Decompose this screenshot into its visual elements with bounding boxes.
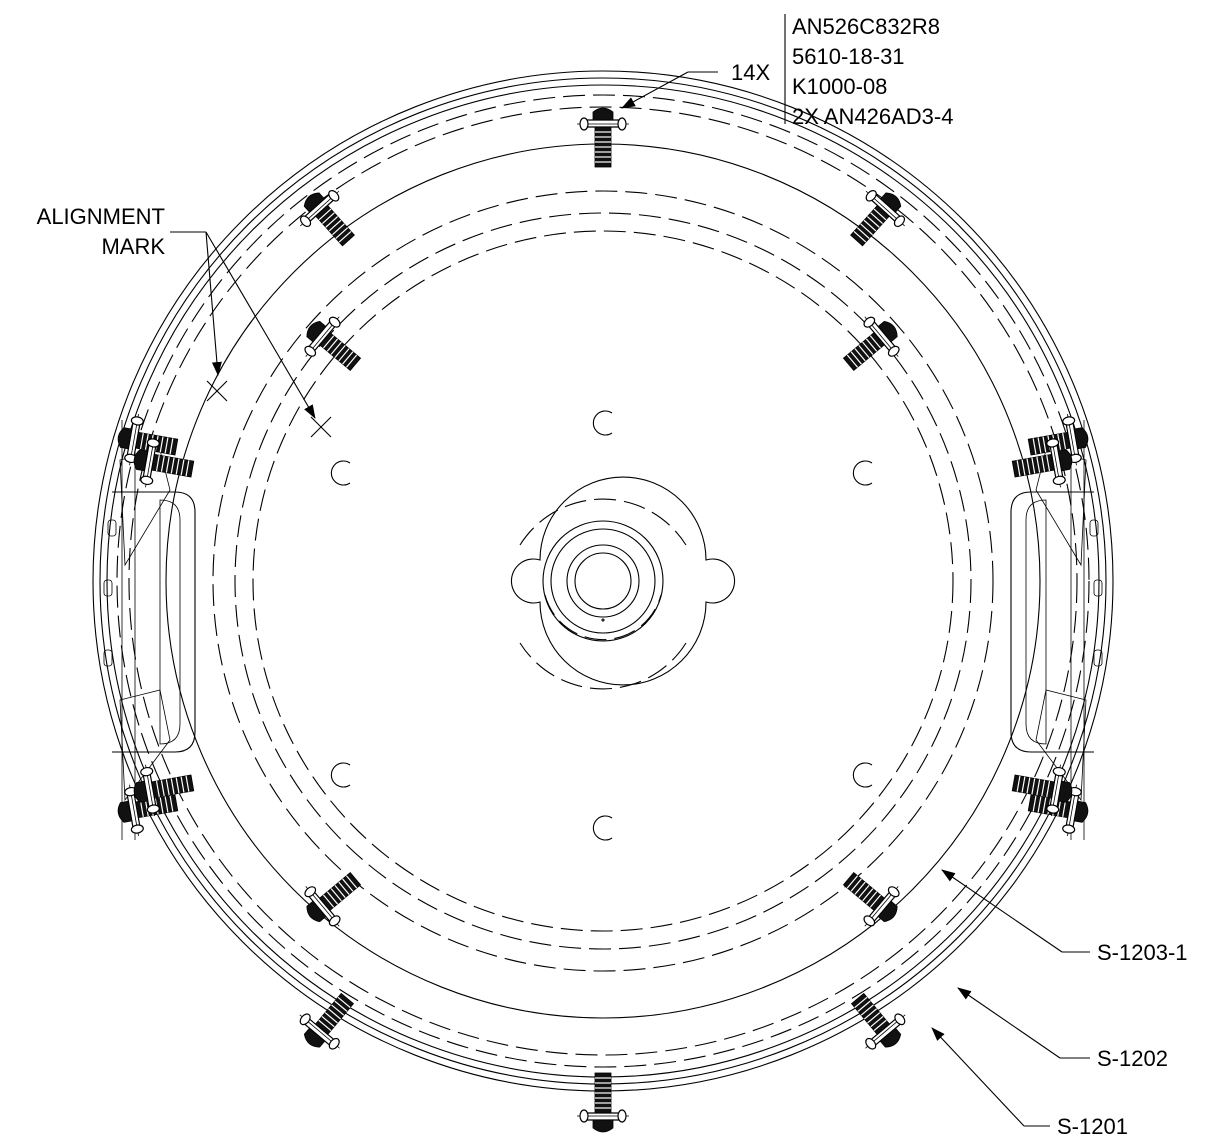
part-number-1: AN526C832R8	[792, 14, 940, 39]
alignment-label-line2: MARK	[101, 234, 165, 259]
quantity-label: 14X	[731, 60, 770, 85]
fastener-lower-right-outer	[837, 981, 917, 1062]
part-number-2: 5610-18-31	[792, 44, 905, 69]
center-hub	[510, 476, 736, 690]
edge-slots	[103, 519, 1103, 667]
fastener-top	[576, 107, 630, 168]
leaders	[170, 14, 1090, 1127]
fastener-upper-left-outer	[289, 178, 369, 259]
part-label-s1201: S-1201	[1057, 1114, 1128, 1139]
alignment-mark-x	[206, 380, 332, 438]
fasteners	[113, 107, 1093, 1133]
locating-holes	[330, 410, 873, 841]
inner-dashed-rings	[212, 190, 994, 972]
labels: 14X AN526C832R8 5610-18-31 K1000-08 2X A…	[37, 14, 1188, 1139]
outer-rings	[92, 70, 1114, 1092]
fastener-upper-right-outer	[836, 178, 916, 259]
fastener-lower-left-inner	[292, 858, 373, 938]
part-label-s1203: S-1203-1	[1097, 940, 1188, 965]
part-number-3: K1000-08	[792, 74, 887, 99]
alignment-label-line1: ALIGNMENT	[37, 204, 165, 229]
fastener-bottom	[576, 1072, 630, 1133]
part-number-4: 2X AN426AD3-4	[792, 104, 953, 129]
fastener-lower-right-inner	[831, 858, 912, 938]
fastener-upper-right-inner	[831, 305, 912, 385]
fastener-upper-left-inner	[292, 305, 373, 385]
left-handle	[112, 420, 196, 840]
part-label-s1202: S-1202	[1097, 1046, 1168, 1071]
